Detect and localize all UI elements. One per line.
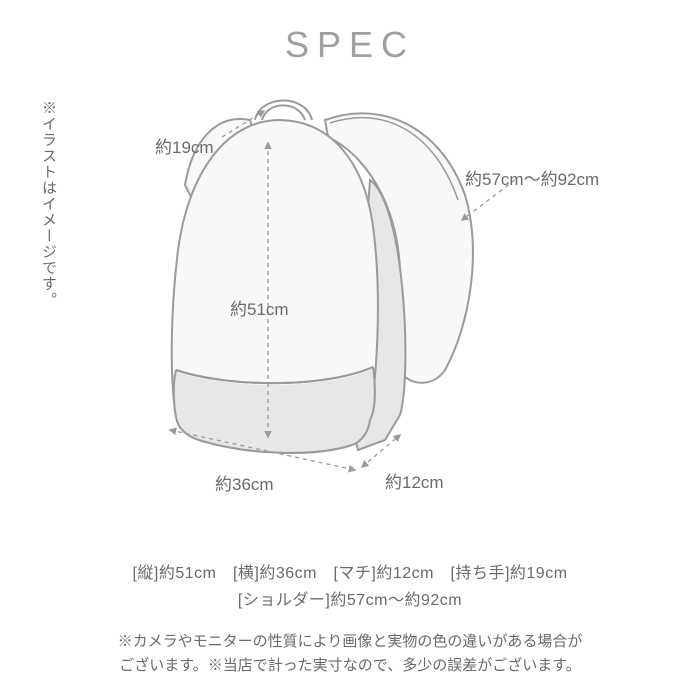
spec-text: [縦]約51cm [横]約36cm [マチ]約12cm [持ち手]約19cm [… xyxy=(0,560,700,614)
label-depth: 約12cm xyxy=(385,468,444,493)
label-height: 約51cm xyxy=(230,295,289,320)
side-note: ※イラストはイメージです。 xyxy=(38,100,59,308)
spec-line-1: [縦]約51cm [横]約36cm [マチ]約12cm [持ち手]約19cm xyxy=(0,560,700,587)
label-strap: 約57cm～約92cm xyxy=(465,165,599,190)
backpack-diagram: 約19cm 約57cm～約92cm 約51cm 約36cm 約12cm xyxy=(100,65,640,505)
footnote: ※カメラやモニターの性質により画像と実物の色の違いがある場合が ございます。※当… xyxy=(0,630,700,678)
label-width: 約36cm xyxy=(215,470,274,495)
spec-line-2: [ショルダー]約57cm～約92cm xyxy=(0,587,700,614)
footnote-line-2: ございます。※当店で計った実寸なので、多少の誤差がございます。 xyxy=(119,657,580,674)
page-title: SPEC xyxy=(285,24,415,66)
label-handle: 約19cm xyxy=(155,133,214,158)
footnote-line-1: ※カメラやモニターの性質により画像と実物の色の違いがある場合が xyxy=(118,633,583,650)
